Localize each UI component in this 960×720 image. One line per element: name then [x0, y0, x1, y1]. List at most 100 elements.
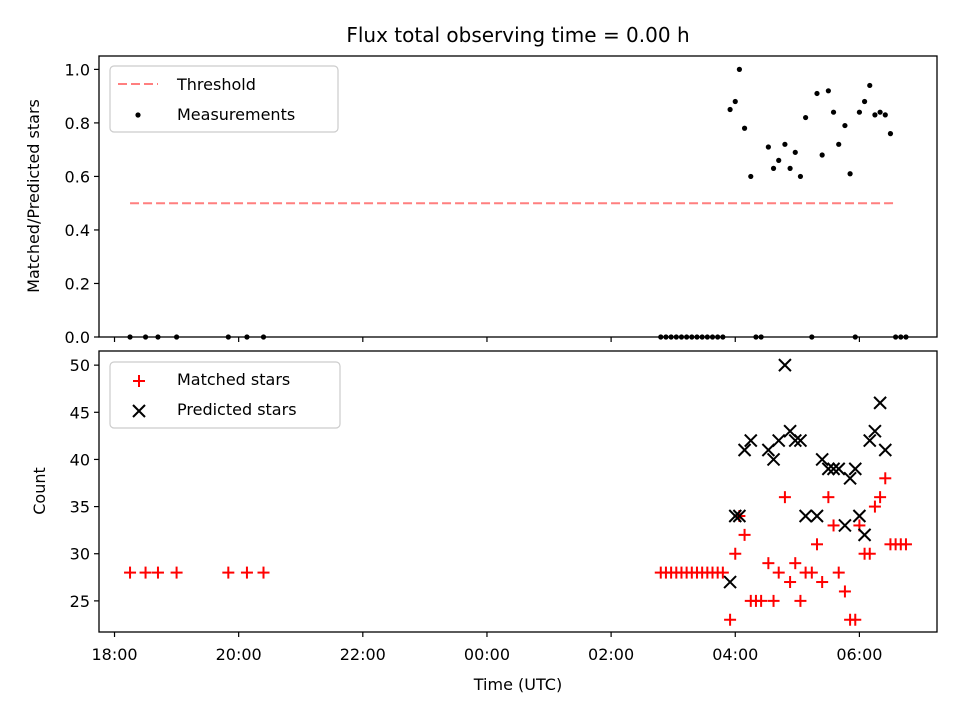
measurement-point	[678, 334, 685, 340]
measurement-point	[872, 112, 878, 118]
matched-star-point	[789, 557, 802, 570]
measurement-point	[847, 171, 853, 177]
measurement-point	[882, 112, 888, 118]
matched-star-point	[240, 566, 253, 579]
count-y-axis-label: Count	[30, 467, 49, 515]
matched-star-point	[805, 566, 818, 579]
measurement-point	[765, 144, 771, 150]
matched-star-point	[784, 576, 797, 589]
matched-star-point	[874, 491, 887, 504]
predicted-star-point	[744, 433, 758, 448]
count-legend-box	[109, 361, 341, 429]
predicted-star-point	[821, 462, 836, 476]
predicted-star-point	[815, 452, 829, 467]
x-tick-label: 06:00	[836, 645, 882, 664]
legend-matched-swatch	[133, 375, 145, 387]
matched-star-point	[716, 566, 729, 579]
measurement-point	[155, 334, 161, 340]
measurement-point	[782, 141, 788, 147]
legend-predicted-swatch	[132, 404, 146, 418]
ratio-axes: 0.0 0.2 0.4 0.6 0.8 1.0 Matched/Predicted sta…	[24, 55, 938, 347]
measurement-point	[758, 334, 764, 340]
matched-star-point	[778, 491, 791, 504]
matched-star-point	[863, 547, 876, 560]
predicted-star-point	[772, 433, 786, 448]
ratio-legend-box	[109, 65, 339, 133]
x-tick-label: 20:00	[216, 645, 262, 664]
x-tick-label: 02:00	[588, 645, 634, 664]
predicted-star-point	[832, 462, 846, 476]
ratio-y-axis-label: Matched/Predicted stars	[24, 99, 43, 293]
matched-star-point	[772, 566, 785, 579]
predicted-star-point	[732, 509, 747, 523]
predicted-star-point	[826, 462, 841, 476]
matched-star-point	[767, 594, 780, 607]
matched-star-point	[827, 519, 840, 532]
predicted-star-point	[723, 575, 737, 589]
predicted-star-point	[798, 509, 813, 523]
legend-measurements-label: Measurements	[177, 105, 295, 124]
measurement-points	[127, 66, 909, 340]
predicted-star-point	[852, 509, 867, 523]
y-tick-label: 0.2	[65, 274, 90, 293]
predicted-star-point	[868, 424, 882, 438]
measurement-point	[127, 334, 133, 340]
y-tick-label: 0.0	[65, 328, 90, 347]
predicted-star-point	[778, 358, 792, 372]
legend-predicted-label: Predicted stars	[177, 400, 297, 419]
ratio-x-ticks	[113, 337, 861, 342]
predicted-star-point	[863, 433, 877, 448]
legend-threshold-label: Threshold	[176, 75, 256, 94]
measurement-point	[836, 141, 842, 147]
y-tick-label: 35	[70, 498, 90, 517]
y-tick-label: 25	[70, 592, 90, 611]
predicted-star-point	[810, 509, 824, 523]
measurement-point	[830, 109, 837, 115]
measurement-point	[663, 334, 669, 340]
predicted-star-point	[873, 396, 887, 410]
predicted-star-point	[838, 518, 852, 533]
measurement-point	[727, 106, 733, 113]
count-legend: Matched stars Predicted stars	[109, 361, 341, 429]
legend-matched-label: Matched stars	[177, 370, 290, 389]
measurement-point	[753, 334, 759, 340]
measurement-point	[244, 334, 250, 340]
measurement-point	[732, 98, 738, 105]
predicted-star-point	[857, 528, 872, 542]
measurement-point	[715, 334, 721, 340]
measurement-point	[173, 334, 180, 340]
ratio-y-ticks: 0.0 0.2 0.4 0.6 0.8 1.0	[65, 60, 99, 347]
matched-star-point	[794, 594, 807, 607]
x-tick-label: 22:00	[340, 645, 386, 664]
x-tick-label: 18:00	[91, 645, 137, 664]
matched-star-point	[868, 500, 881, 513]
chart-title: Flux total observing time = 0.00 h	[346, 23, 689, 47]
measurement-point	[787, 165, 793, 171]
y-tick-label: 1.0	[65, 60, 90, 79]
measurement-point	[699, 334, 705, 340]
matched-star-point	[899, 538, 912, 551]
measurement-point	[748, 173, 754, 180]
matched-star-point	[139, 566, 152, 579]
measurement-point	[867, 82, 873, 89]
ratio-legend: Threshold Measurements	[109, 65, 339, 133]
count-axes: 25 30 35 40 45 50 18:00 20:00 22:00 00:00 02:00 04…	[30, 350, 938, 694]
matched-star-point	[879, 472, 892, 485]
predicted-star-point	[737, 443, 752, 457]
predicted-star-point	[766, 452, 781, 467]
y-tick-label: 45	[70, 403, 90, 422]
matched-star-point	[762, 557, 775, 570]
measurement-point	[842, 122, 848, 129]
measurement-point	[797, 173, 804, 180]
measurement-point	[819, 152, 825, 158]
measurement-point	[684, 334, 690, 340]
measurement-point	[689, 334, 695, 340]
measurement-point	[770, 165, 777, 171]
measurement-point	[658, 334, 664, 340]
x-tick-label: 04:00	[712, 645, 758, 664]
measurement-point	[694, 334, 700, 340]
matched-stars-points	[124, 472, 912, 626]
matched-star-point	[849, 613, 862, 626]
measurement-point	[720, 334, 726, 340]
